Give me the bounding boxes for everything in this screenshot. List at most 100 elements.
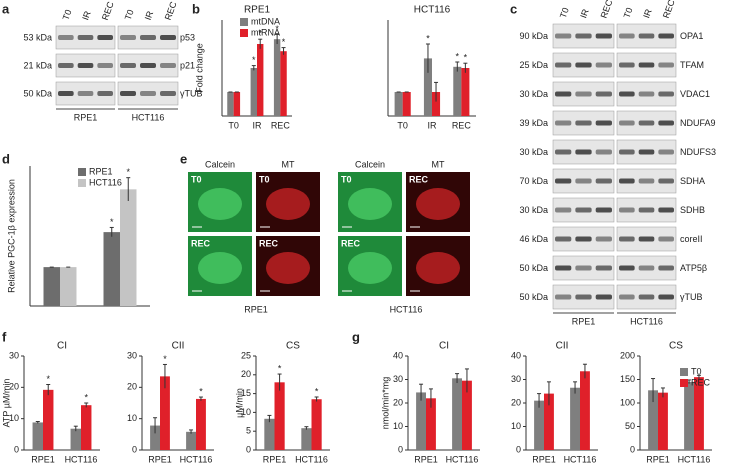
legend-swatch <box>78 179 86 187</box>
blot-band <box>595 178 612 184</box>
legend-label: mtDNA <box>251 16 280 26</box>
blot-band <box>658 91 674 97</box>
blot-band <box>595 33 612 39</box>
x-tick-label: T0 <box>397 120 408 130</box>
y-tick-label: 10 <box>241 407 251 417</box>
blot-band <box>638 265 655 271</box>
chart-title: CII <box>556 341 569 352</box>
bar <box>280 51 287 117</box>
y-tick-label: 150 <box>620 374 635 384</box>
x-tick-label: RPE1 <box>414 454 438 464</box>
blot-band <box>638 178 655 184</box>
blot-band <box>97 35 113 40</box>
blot-band <box>595 294 612 300</box>
column-header: MT <box>432 159 445 169</box>
bar <box>452 378 462 450</box>
blot-band <box>619 120 635 126</box>
cell-line-label: RPE1 <box>244 304 268 314</box>
bar <box>264 418 275 450</box>
marker-label: 53 kDa <box>23 32 52 42</box>
y-tick-label: 40 <box>511 350 521 360</box>
bar <box>694 377 704 450</box>
panel-label: a <box>2 1 10 16</box>
protein-label: γTUB <box>680 292 703 302</box>
bar <box>684 381 694 450</box>
bar <box>311 399 322 450</box>
cell-line-label: RPE1 <box>572 316 596 326</box>
blot-band <box>595 236 612 242</box>
bar <box>186 431 196 450</box>
blot-band <box>575 207 592 213</box>
protein-label: NDUFA9 <box>680 118 716 128</box>
significance: * <box>199 386 203 396</box>
protein-label: TFAM <box>680 60 704 70</box>
blot-band <box>160 91 176 96</box>
legend-swatch <box>78 168 86 176</box>
y-tick-label: 30 <box>127 350 137 360</box>
bar <box>103 232 120 306</box>
blot-band <box>658 120 674 126</box>
y-tick-label: 0 <box>398 444 403 454</box>
legend-label: REC <box>691 377 711 387</box>
y-tick-label: 20 <box>127 382 137 392</box>
panel-label: b <box>192 1 200 16</box>
blot-band <box>555 33 572 39</box>
blot-band <box>120 63 136 68</box>
y-tick-label: 0 <box>132 444 137 454</box>
bar <box>273 39 281 117</box>
blot-band <box>619 207 635 213</box>
blot-band <box>619 236 635 242</box>
cell-signal <box>348 252 392 284</box>
blot-band <box>575 33 592 39</box>
bar <box>534 400 544 450</box>
marker-label: 50 kDa <box>23 88 52 98</box>
y-tick-label: 50 <box>625 421 635 431</box>
bar <box>423 58 432 116</box>
cell-line-label: HCT116 <box>630 316 663 326</box>
blot-band <box>619 33 635 39</box>
marker-label: 25 kDa <box>519 60 548 70</box>
column-header: MT <box>282 159 295 169</box>
y-tick-label: 0 <box>14 444 19 454</box>
bar <box>658 392 668 450</box>
chart-title: CS <box>669 341 683 352</box>
marker-label: 21 kDa <box>23 60 52 70</box>
y-tick-label: 25 <box>241 350 251 360</box>
significance: * <box>110 217 114 227</box>
blot-band <box>638 294 655 300</box>
significance: * <box>315 386 319 396</box>
blot-band <box>658 33 674 39</box>
x-tick-label: RPE1 <box>31 454 55 464</box>
bar <box>570 387 580 450</box>
blot-band <box>140 91 156 96</box>
blot-band <box>595 62 612 68</box>
x-tick-label: HCT116 <box>678 454 711 464</box>
x-tick-label: RPE1 <box>646 454 670 464</box>
bar <box>43 389 54 450</box>
y-tick-label: 100 <box>620 397 635 407</box>
x-tick-label: HCT116 <box>564 454 597 464</box>
blot-band <box>575 149 592 155</box>
blot-band <box>619 62 635 68</box>
blot-band <box>658 149 674 155</box>
significance: * <box>84 392 88 402</box>
blot-band <box>595 265 612 271</box>
chart-title: CI <box>57 341 67 352</box>
bar <box>453 66 462 116</box>
bar <box>257 44 264 116</box>
significance: * <box>278 363 282 373</box>
x-tick-label: REC <box>452 120 472 130</box>
blot-band <box>595 149 612 155</box>
bar <box>402 92 411 116</box>
blot-band <box>120 35 136 40</box>
protein-label: VDAC1 <box>680 89 710 99</box>
protein-label: p21 <box>180 60 195 70</box>
chart-title: HCT116 <box>414 5 451 16</box>
protein-label: γTUB <box>180 88 203 98</box>
x-tick-label: IR <box>253 120 263 130</box>
blot-band <box>575 294 592 300</box>
panel-label: c <box>510 1 517 16</box>
lane-label: REC <box>163 0 179 21</box>
protein-label: p53 <box>180 32 195 42</box>
blot-band <box>638 33 655 39</box>
